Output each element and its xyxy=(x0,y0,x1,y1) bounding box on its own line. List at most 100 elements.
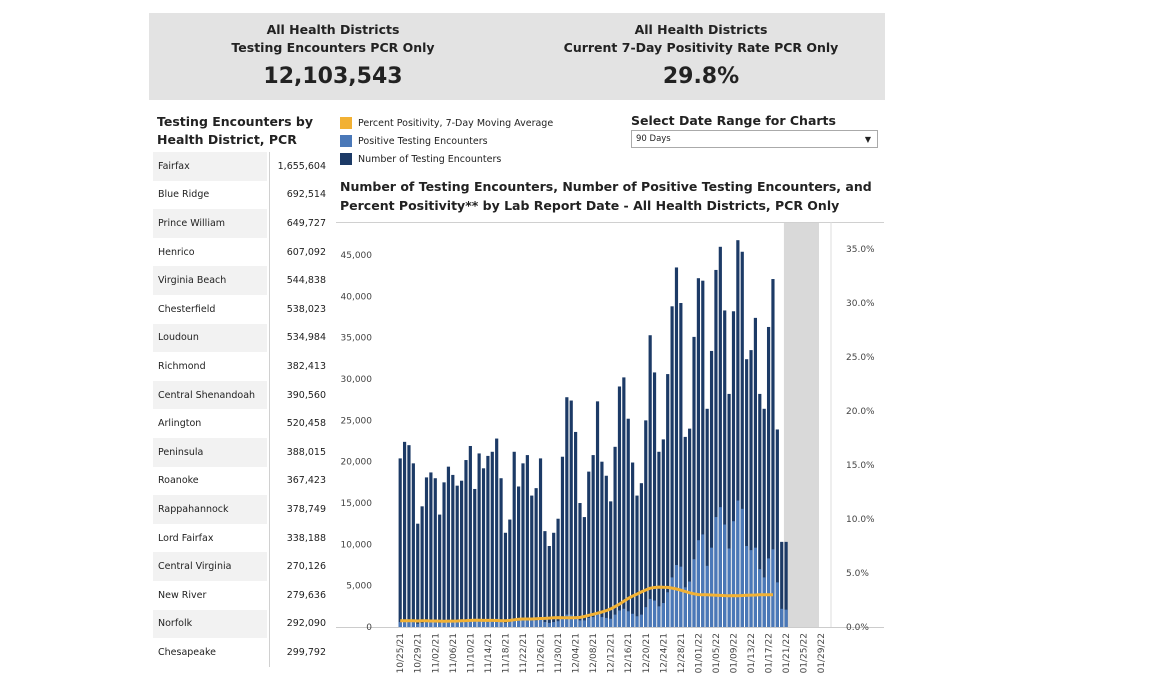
bar-positive xyxy=(398,622,402,627)
x-tick-label: 01/21/22 xyxy=(782,633,792,673)
bar-total xyxy=(556,518,560,627)
bar-total xyxy=(552,532,556,627)
bar-total xyxy=(622,377,626,627)
bar-positive xyxy=(661,603,665,627)
district-row[interactable]: Fairfax 1,655,604 xyxy=(153,152,326,181)
bar-positive xyxy=(784,609,788,627)
bar-positive xyxy=(679,566,683,627)
bar-positive xyxy=(468,619,472,627)
y-tick-label: 40,000 xyxy=(341,292,373,302)
district-row[interactable]: Richmond 382,413 xyxy=(153,352,326,381)
bar-positive xyxy=(442,622,446,627)
bar-total xyxy=(543,531,547,627)
district-row[interactable]: Virginia Beach 544,838 xyxy=(153,266,326,295)
legend-item[interactable]: Positive Testing Encounters xyxy=(340,132,553,150)
district-row[interactable]: Arlington 520,458 xyxy=(153,409,326,438)
district-row[interactable]: Central Shenandoah 390,560 xyxy=(153,380,326,410)
bar-positive xyxy=(745,546,749,627)
bar-positive xyxy=(723,524,727,627)
bar-total xyxy=(718,246,722,628)
bar-positive xyxy=(556,621,560,627)
y-tick-label: 30,000 xyxy=(341,375,373,385)
district-row[interactable]: Rappahannock 378,749 xyxy=(153,495,326,524)
kpi-title: All Health Districts Testing Encounters … xyxy=(149,21,517,57)
bar-total xyxy=(595,401,600,627)
district-row[interactable]: Prince William 649,727 xyxy=(153,209,326,238)
bar-total xyxy=(639,483,643,627)
date-range-selected-value: 90 Days xyxy=(636,134,671,144)
bar-total xyxy=(547,546,551,627)
bar-total xyxy=(736,240,740,628)
bar-positive xyxy=(534,620,538,627)
district-title-line1: Testing Encounters by xyxy=(157,114,313,129)
bar-positive xyxy=(639,614,643,627)
legend-item[interactable]: Number of Testing Encounters xyxy=(340,150,553,168)
district-value: 388,015 xyxy=(269,437,326,467)
dropdown-triangle-icon[interactable]: ▼ xyxy=(864,134,871,144)
district-row[interactable]: Lord Fairfax 338,188 xyxy=(153,523,326,553)
district-row[interactable]: Loudoun 534,984 xyxy=(153,323,326,353)
legend-swatch xyxy=(340,153,352,165)
x-tick-label: 01/05/22 xyxy=(712,633,722,673)
date-range-select[interactable]: 90 Days ▼ xyxy=(631,130,878,148)
y2-tick-label: 10.0% xyxy=(846,515,875,525)
bar-total xyxy=(587,471,591,627)
bar-positive xyxy=(613,614,617,627)
district-value: 378,749 xyxy=(269,495,326,524)
bar-positive xyxy=(565,614,569,627)
district-row[interactable]: Chesapeake 299,792 xyxy=(153,638,326,667)
district-row[interactable]: Henrico 607,092 xyxy=(153,237,326,267)
district-value: 520,458 xyxy=(269,409,326,438)
bar-positive xyxy=(464,620,468,627)
district-row[interactable]: Peninsula 388,015 xyxy=(153,437,326,467)
district-name: Norfolk xyxy=(153,609,267,639)
district-row[interactable]: Chesterfield 538,023 xyxy=(153,294,326,324)
district-value: 544,838 xyxy=(269,266,326,295)
bar-positive xyxy=(569,614,573,627)
district-name: Fairfax xyxy=(153,152,267,181)
district-row[interactable]: Norfolk 292,090 xyxy=(153,609,326,639)
x-tick-label: 11/26/21 xyxy=(537,633,547,673)
district-row[interactable]: Central Virginia 270,126 xyxy=(153,552,326,581)
x-tick-label: 11/14/21 xyxy=(484,633,494,673)
bar-total xyxy=(723,310,727,627)
district-row[interactable]: Blue Ridge 692,514 xyxy=(153,180,326,210)
date-range-label: Select Date Range for Charts xyxy=(631,113,836,128)
district-name: Richmond xyxy=(153,352,267,381)
district-value: 382,413 xyxy=(269,352,326,381)
bar-total xyxy=(740,251,744,627)
bar-positive xyxy=(517,620,521,627)
bar-total xyxy=(683,436,687,627)
district-value: 390,560 xyxy=(269,380,326,410)
bar-positive xyxy=(696,540,700,627)
bar-total xyxy=(473,488,477,627)
district-name: Henrico xyxy=(153,237,267,267)
bar-total xyxy=(451,474,455,627)
bar-positive xyxy=(780,608,784,627)
kpi-testing-encounters: All Health Districts Testing Encounters … xyxy=(149,13,517,89)
legend-item[interactable]: Percent Positivity, 7-Day Moving Average xyxy=(340,114,553,132)
bar-total xyxy=(424,477,429,627)
bar-positive xyxy=(766,558,771,627)
legend-swatch xyxy=(340,135,352,147)
district-row[interactable]: New River 279,636 xyxy=(153,580,326,610)
bar-positive xyxy=(740,508,744,627)
district-name: Virginia Beach xyxy=(153,266,267,295)
x-tick-label: 01/01/22 xyxy=(694,633,704,673)
bar-positive xyxy=(622,608,626,627)
bar-total xyxy=(753,317,758,627)
bar-positive xyxy=(631,613,635,627)
x-tick-label: 01/13/22 xyxy=(747,633,757,673)
district-value: 299,792 xyxy=(269,638,326,667)
y2-tick-label: 30.0% xyxy=(846,299,875,309)
bar-total xyxy=(398,458,402,627)
bar-total xyxy=(666,374,670,627)
bar-total xyxy=(438,514,442,627)
bar-total xyxy=(560,456,565,627)
bar-total xyxy=(565,397,569,627)
bar-total xyxy=(455,485,459,627)
bar-positive xyxy=(731,521,736,627)
x-tick-label: 01/29/22 xyxy=(817,633,827,673)
y-tick-label: 15,000 xyxy=(341,499,373,509)
district-row[interactable]: Roanoke 367,423 xyxy=(153,466,326,496)
